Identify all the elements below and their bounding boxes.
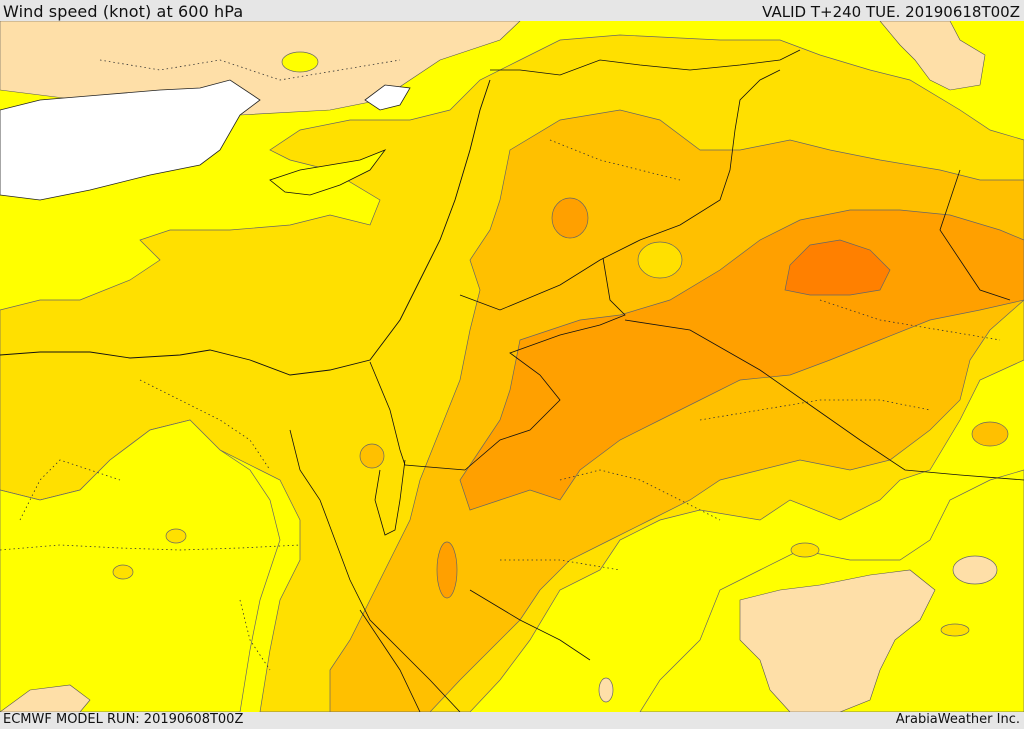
contour-blob <box>165 528 187 544</box>
contour-blob <box>436 541 458 599</box>
border-line <box>469 589 591 661</box>
border-line <box>459 69 781 311</box>
coastline-cyprus <box>269 149 387 196</box>
border-line <box>464 257 626 471</box>
contour-blob <box>790 542 820 558</box>
border-line <box>369 361 466 471</box>
contour-blob <box>281 51 319 73</box>
contour-blob <box>359 443 385 469</box>
border-line <box>490 49 801 76</box>
model-run: ECMWF MODEL RUN: 20190608T00Z <box>3 712 244 727</box>
coastline-redsea <box>289 429 461 712</box>
border-line <box>359 609 421 712</box>
contour-blob <box>971 421 1009 447</box>
contour-blob <box>551 197 589 239</box>
low-wind-area-northeast <box>879 21 986 91</box>
wind-speed-map <box>0 21 1024 712</box>
contour-blob <box>952 555 998 585</box>
contour-blob <box>637 241 683 279</box>
mediterranean-sea <box>0 79 261 201</box>
contour-blob <box>112 564 134 580</box>
band-dark-orange <box>784 239 891 296</box>
low-wind-area-southeast <box>739 569 936 712</box>
border-line <box>624 319 1024 481</box>
map-footer: ECMWF MODEL RUN: 20190608T00Z ArabiaWeat… <box>0 712 1024 729</box>
contour-blob <box>940 623 970 637</box>
map-header: Wind speed (knot) at 600 hPa VALID T+240… <box>0 0 1024 21</box>
valid-time: VALID T+240 TUE. 20190618T00Z <box>762 3 1020 21</box>
map-title: Wind speed (knot) at 600 hPa <box>3 2 244 21</box>
coastline-aqaba <box>374 459 406 536</box>
border-line <box>939 169 1011 301</box>
coastline <box>0 79 491 376</box>
low-wind-area-south <box>0 684 91 712</box>
sea-patch <box>364 84 411 111</box>
map-canvas <box>0 21 1024 712</box>
contour-blob <box>598 677 614 703</box>
admin-boundaries <box>0 59 1001 671</box>
band-yellow-southwest <box>0 419 281 712</box>
credit: ArabiaWeather Inc. <box>895 712 1020 727</box>
